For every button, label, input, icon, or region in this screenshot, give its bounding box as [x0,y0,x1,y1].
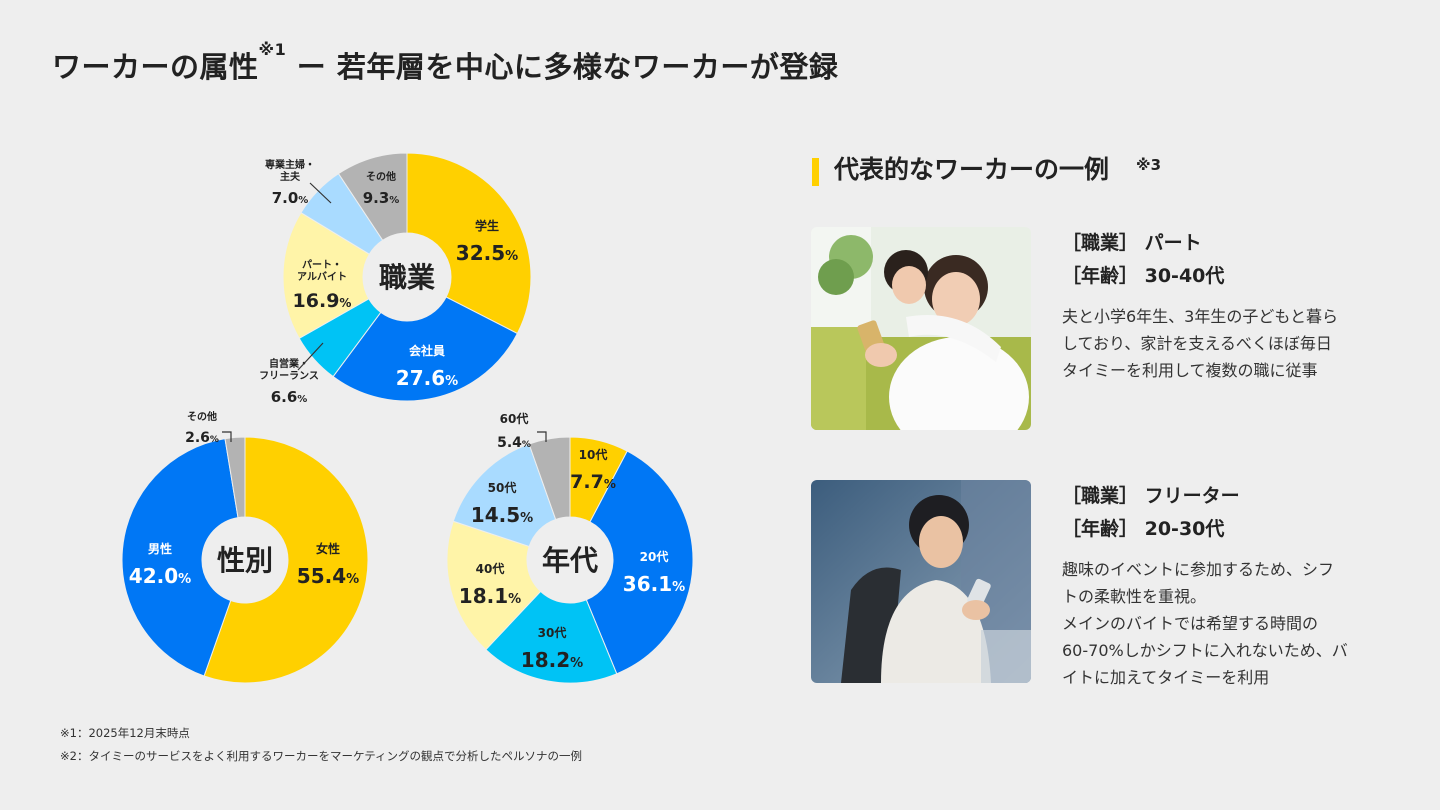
slice-category-label: 50代 [488,480,517,495]
slice-category-label: 主夫 [280,170,301,183]
slice-category-label: 30代 [538,625,567,640]
donut-hole [363,233,451,321]
slice-value-label: 55.4% [297,564,359,588]
donut-center-label: 年代 [542,544,598,577]
slice-category-label: 女性 [316,541,340,556]
slice-value-label: 7.7% [570,471,616,493]
slice-category-label: 20代 [640,549,669,564]
footnotes: ※1：2025年12月末時点 ※2：タイミーのサービスをよく利用するワーカーをマ… [60,722,582,768]
slice-value-label: 18.2% [521,648,583,672]
footnote-1: ※1：2025年12月末時点 [60,726,190,740]
representative-title: 代表的なワーカーの一例 [834,155,1110,184]
persona-description: 夫と小学6年生、3年生の子どもと暮ら しており、家計を支えるべくほぼ毎日 タイミ… [1062,307,1339,380]
slice-value-label: 14.5% [471,503,533,527]
slice-category-label: 会社員 [409,343,445,358]
persona-card-1: ［職業］ パート ［年齢］ 30-40代 夫と小学6年生、3年生の子どもと暮ら … [1062,227,1392,384]
donut-hole [202,517,288,603]
slice-value-label: 18.1% [459,584,521,608]
persona-age: ［年齢］ 30-40代 [1062,265,1225,287]
slice-category-label: その他 [187,410,217,423]
leader-line [222,431,232,442]
slice-category-label: フリーランス [259,370,319,382]
footnote-2: ※2：タイミーのサービスをよく利用するワーカーをマーケティングの観点で分析したペ… [60,749,583,763]
slice-value-label: 2.6% [185,430,219,446]
slice-value-label: 7.0% [272,189,309,207]
slice-category-label: パート・ [302,259,342,271]
slice-category-label: 60代 [500,411,529,426]
leader-line [537,431,547,442]
slice-category-label: 男性 [148,541,172,556]
persona-age: ［年齢］ 20-30代 [1062,518,1225,540]
slice-category-label: 専業主婦・ [265,158,315,171]
slice-category-label: その他 [366,170,396,183]
slice-category-label: 40代 [476,561,505,576]
persona-description: 趣味のイベントに参加するため、シフ トの柔軟性を重視。 メインのバイトでは希望す… [1062,560,1348,687]
slice-value-label: 42.0% [129,564,191,588]
slice-value-label: 32.5% [456,241,518,265]
slice-value-label: 16.9% [293,290,352,312]
slice-value-label: 9.3% [363,189,400,207]
donut-center-label: 職業 [379,261,435,294]
slice-value-label: 36.1% [623,572,685,596]
slice-value-label: 5.4% [497,435,531,451]
leader-line [297,342,324,371]
persona-job: ［職業］ パート [1062,232,1202,254]
slice-value-label: 6.6% [271,388,308,406]
slice-category-label: 学生 [475,218,499,233]
donut-slice [282,211,371,340]
leader-line [309,182,332,204]
persona-card-2: ［職業］ フリーター ［年齢］ 20-30代 趣味のイベントに参加するため、シフ… [1062,480,1392,691]
donut-charts: 職業 学生 32.5% 会社員 27.6% 自営業・フリーランス 6.6% パート・アルバイト… [121,152,694,684]
slice-category-label: 10代 [579,447,608,462]
slice-category-label: 自営業・ [269,357,309,370]
section-accent-bar [812,158,819,186]
slice-category-label: アルバイト [297,271,347,283]
representative-note: ※3 [1136,156,1162,174]
persona-photo-young-man [811,480,1031,683]
donut-center-label: 性別 [217,544,273,577]
page-title: ワーカーの属性※1 ー 若年層を中心に多様なワーカーが登録 [52,40,839,84]
slice-value-label: 27.6% [396,366,458,390]
persona-job: ［職業］ フリーター [1062,485,1240,507]
persona-photo-parent [811,227,1031,430]
donut-hole [527,517,613,603]
